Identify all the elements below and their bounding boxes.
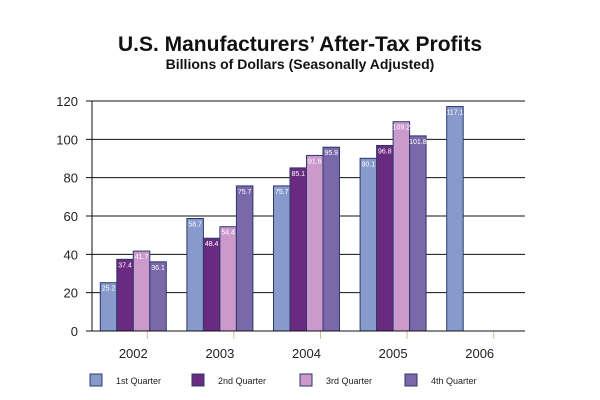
data-label: 54.4	[221, 230, 235, 237]
data-label: 90.1	[362, 161, 376, 168]
legend-swatch	[89, 373, 103, 387]
bar-4th-quarter-2002	[149, 261, 167, 332]
y-tick-label: 60	[64, 209, 78, 224]
y-tick-label: 0	[71, 324, 78, 339]
data-label: 36.1	[151, 265, 165, 272]
y-tick-label: 120	[56, 94, 78, 109]
legend-swatch	[191, 373, 205, 387]
data-label: 96.8	[378, 148, 392, 155]
x-tick-label: 2002	[119, 346, 148, 361]
bar-1st-quarter-2003	[186, 217, 204, 332]
bar-3rd-quarter-2004	[306, 154, 324, 332]
legend-label: 1st Quarter	[116, 376, 161, 386]
bar-4th-quarter-2005	[409, 135, 427, 332]
data-label: 37.4	[118, 262, 132, 269]
bar-4th-quarter-2004	[322, 146, 340, 332]
bar-2nd-quarter-2003	[202, 237, 221, 332]
x-tick-label: 2003	[205, 346, 234, 361]
legend-label: 3rd Quarter	[326, 376, 372, 386]
data-label: 91.6	[308, 158, 322, 165]
x-tick-label: 2006	[465, 346, 494, 361]
bar-3rd-quarter-2005	[392, 121, 411, 332]
data-label: 48.4	[205, 241, 219, 248]
x-tick-label: 2004	[292, 346, 321, 361]
bar-3rd-quarter-2002	[132, 250, 151, 332]
data-label: 75.7	[238, 189, 252, 196]
chart-subtitle: Billions of Dollars (Seasonally Adjusted…	[165, 56, 435, 72]
data-label: 75.7	[275, 189, 289, 196]
legend-label: 2nd Quarter	[218, 376, 266, 386]
data-label: 41.7	[135, 254, 149, 261]
bar-4th-quarter-2003	[235, 185, 254, 332]
data-label: 117.1	[446, 110, 463, 117]
bar-1st-quarter-2005	[359, 157, 378, 332]
legend-swatch	[299, 373, 313, 387]
data-label: 85.1	[291, 171, 305, 178]
x-tick-label: 2005	[379, 346, 408, 361]
data-label: 25.2	[102, 286, 116, 293]
bar-2nd-quarter-2005	[376, 144, 394, 332]
y-tick-label: 80	[64, 171, 78, 186]
data-label: 101.8	[409, 139, 427, 146]
legend-swatch	[404, 373, 418, 387]
legend-label: 4th Quarter	[431, 376, 477, 386]
bar-1st-quarter-2006	[446, 106, 464, 332]
bar-3rd-quarter-2003	[219, 226, 237, 332]
y-tick-label: 40	[64, 247, 78, 262]
data-label: 109.2	[393, 125, 411, 132]
data-label: 95.9	[324, 150, 338, 157]
y-tick-label: 100	[56, 132, 78, 147]
bar-2nd-quarter-2004	[289, 167, 307, 332]
bar-1st-quarter-2004	[273, 185, 291, 332]
data-label: 58.7	[188, 221, 202, 228]
chart-title: U.S. Manufacturers’ After-Tax Profits	[117, 33, 483, 56]
y-tick-label: 20	[64, 286, 78, 301]
bar-2nd-quarter-2002	[116, 258, 134, 332]
